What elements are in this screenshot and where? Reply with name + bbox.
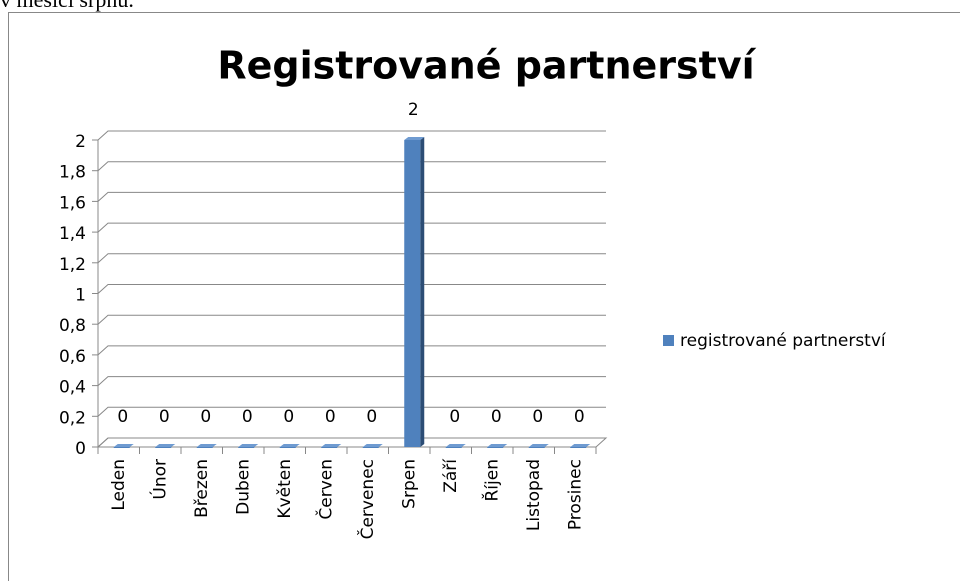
data-label: 0 bbox=[491, 407, 502, 427]
bar bbox=[155, 444, 176, 448]
x-tick-label: Září bbox=[441, 458, 461, 493]
grid-line bbox=[97, 406, 606, 417]
grid-line bbox=[97, 222, 606, 233]
bar-top bbox=[528, 444, 549, 447]
chart-frame bbox=[8, 12, 960, 581]
grid-line bbox=[97, 130, 606, 141]
bar-top bbox=[404, 137, 425, 140]
legend-swatch bbox=[663, 335, 674, 346]
bar bbox=[321, 444, 342, 448]
x-tick-label: Únor bbox=[148, 459, 170, 500]
bar-front bbox=[321, 447, 338, 448]
data-label: 2 bbox=[408, 100, 419, 120]
header-text: v měsíci srpnu. bbox=[0, 0, 134, 12]
data-label: 0 bbox=[159, 407, 170, 427]
x-tick-label: Listopad bbox=[524, 459, 544, 531]
bar-top bbox=[445, 444, 466, 447]
x-tick-label: Březen bbox=[192, 459, 212, 518]
bar-top bbox=[321, 444, 342, 447]
bar bbox=[279, 444, 300, 448]
data-label: 0 bbox=[449, 407, 460, 427]
grid-line bbox=[97, 191, 606, 202]
bar-front bbox=[362, 447, 379, 448]
bar-front bbox=[487, 447, 504, 448]
bar-front bbox=[570, 447, 587, 448]
data-label: 0 bbox=[532, 407, 543, 427]
bar bbox=[570, 444, 591, 448]
x-tick-label: Říjen bbox=[480, 459, 502, 502]
data-label: 0 bbox=[325, 407, 336, 427]
x-tick-label: Červen bbox=[314, 459, 336, 520]
grid-line bbox=[97, 161, 606, 172]
y-tick-label: 1,2 bbox=[59, 255, 86, 275]
y-tick-label: 0,4 bbox=[59, 378, 86, 398]
y-tick-label: 1,8 bbox=[59, 163, 86, 183]
bar-front bbox=[445, 447, 462, 448]
bar-top bbox=[113, 444, 134, 447]
x-tick-label: Leden bbox=[109, 459, 129, 511]
bar bbox=[113, 444, 134, 448]
bar bbox=[404, 137, 425, 447]
grid-line bbox=[97, 284, 606, 294]
bar-front bbox=[404, 140, 421, 447]
grid-line bbox=[97, 345, 606, 356]
bar bbox=[196, 444, 217, 448]
y-tick-label: 2 bbox=[75, 132, 86, 152]
x-tick-label: Květen bbox=[275, 459, 295, 519]
bar bbox=[487, 444, 508, 448]
y-tick-label: 1,6 bbox=[59, 193, 86, 213]
x-tick-label: Duben bbox=[233, 459, 253, 515]
bar-front bbox=[113, 447, 130, 448]
y-tick-label: 0,2 bbox=[59, 408, 86, 428]
bar bbox=[528, 444, 549, 448]
data-label: 0 bbox=[574, 407, 585, 427]
y-tick-label: 1,4 bbox=[59, 224, 86, 244]
bar-top bbox=[570, 444, 591, 447]
bar-front bbox=[155, 447, 172, 448]
data-label: 0 bbox=[366, 407, 377, 427]
y-tick-label: 0,6 bbox=[59, 347, 86, 367]
data-label: 0 bbox=[283, 407, 294, 427]
grid-line bbox=[97, 253, 606, 264]
data-label: 0 bbox=[242, 407, 253, 427]
bar-top bbox=[238, 444, 259, 447]
bar-top bbox=[155, 444, 176, 447]
bar-top bbox=[362, 444, 383, 447]
y-tick-label: 1 bbox=[75, 286, 86, 306]
bar-front bbox=[196, 447, 213, 448]
bar-front bbox=[238, 447, 255, 448]
grid-line bbox=[97, 437, 606, 448]
y-tick-label: 0 bbox=[75, 439, 86, 459]
x-tick-label: Srpen bbox=[399, 459, 419, 509]
bar-front bbox=[528, 447, 545, 448]
bar-side bbox=[420, 137, 425, 447]
bar bbox=[362, 444, 383, 448]
chart-title: Registrované partnerství bbox=[217, 44, 756, 88]
bar bbox=[238, 444, 259, 448]
grid-line bbox=[97, 314, 606, 325]
data-label: 0 bbox=[117, 407, 128, 427]
data-label: 0 bbox=[200, 407, 211, 427]
grid-line bbox=[97, 376, 606, 386]
legend-label: registrované partnerství bbox=[680, 331, 887, 351]
bar-top bbox=[196, 444, 217, 447]
bar-front bbox=[279, 447, 296, 448]
x-tick-label: Červenec bbox=[356, 459, 378, 539]
bar bbox=[445, 444, 466, 448]
x-tick-label: Prosinec bbox=[565, 459, 585, 530]
bar-top bbox=[279, 444, 300, 447]
y-tick-label: 0,8 bbox=[59, 316, 86, 336]
bar-top bbox=[487, 444, 508, 447]
